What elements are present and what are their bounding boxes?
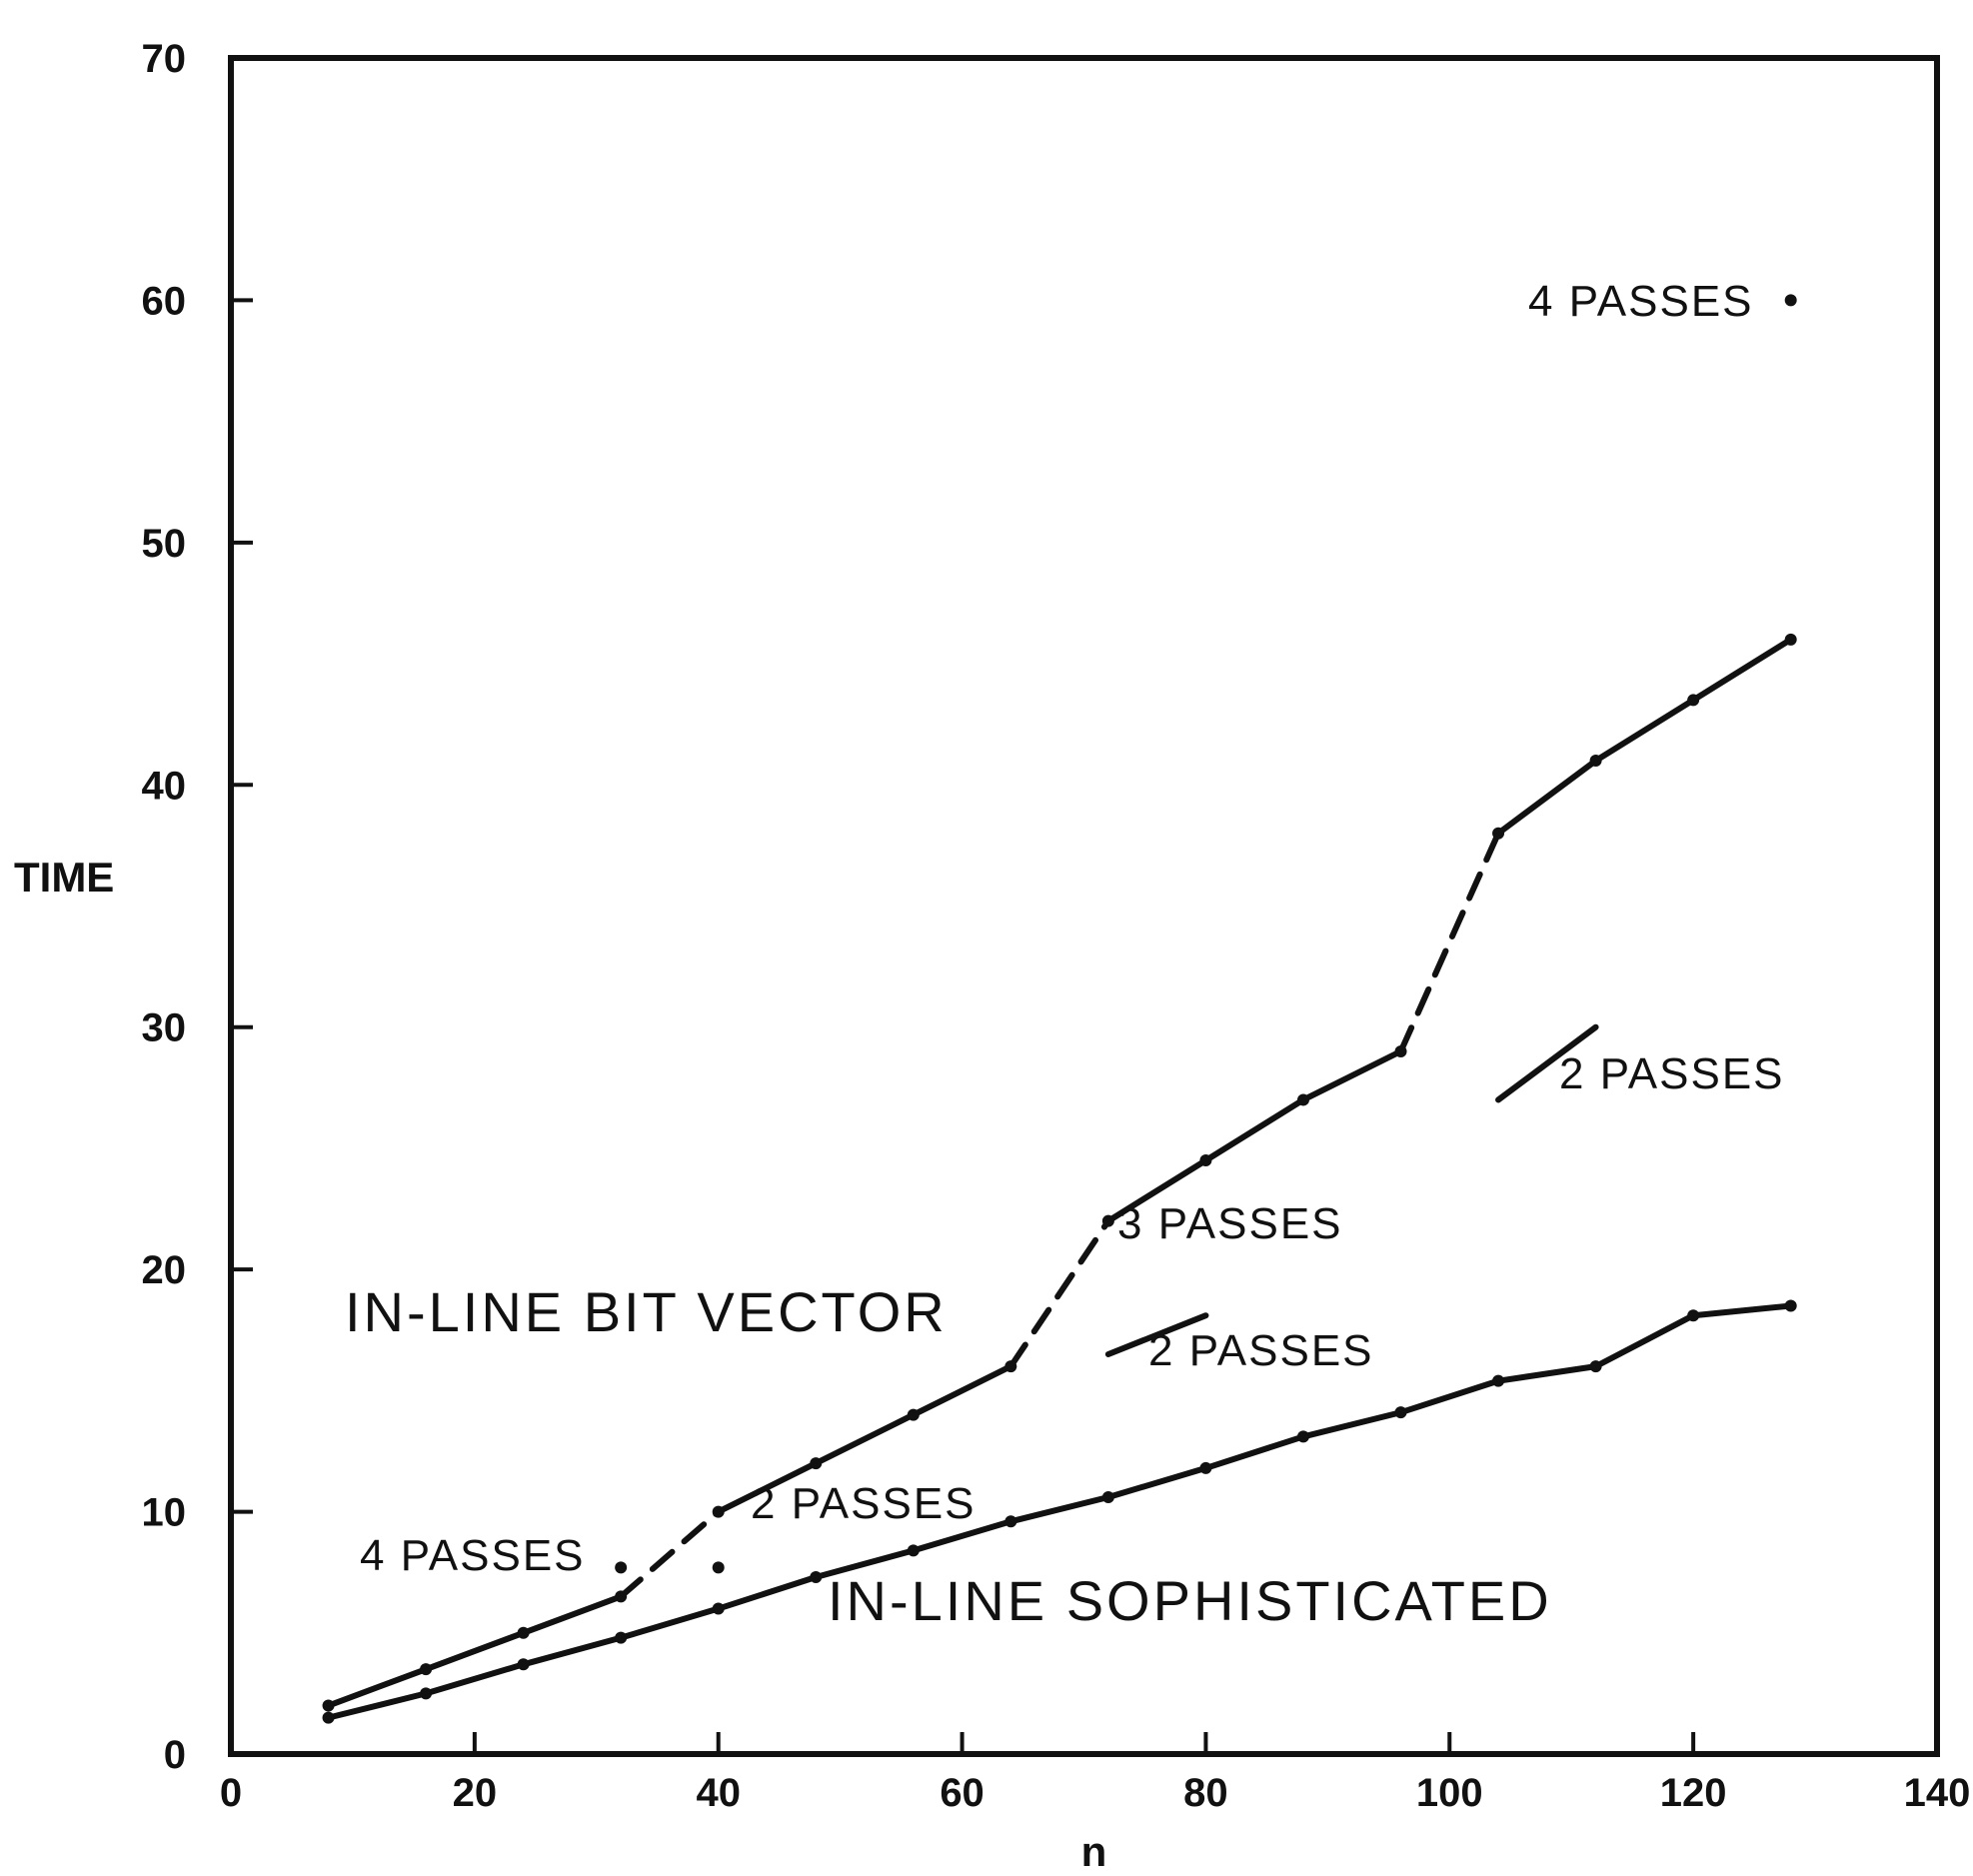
y-axis-title: TIME — [14, 854, 114, 901]
bit-vector-data-point — [1784, 633, 1797, 646]
x-tick-label: 80 — [1183, 1771, 1228, 1815]
bit-vector-dashed-segment — [618, 1508, 722, 1600]
sophisticated-data-point — [420, 1687, 433, 1700]
x-tick-label: 100 — [1416, 1771, 1483, 1815]
y-tick-label: 20 — [142, 1248, 187, 1292]
sophisticated-data-point — [1296, 1430, 1309, 1443]
bit-vector-data-point — [1199, 1154, 1212, 1167]
points-layer — [322, 294, 1797, 1724]
x-tick-label: 20 — [453, 1771, 498, 1815]
tick-marks — [229, 56, 1939, 1756]
sophisticated-data-point — [1394, 1406, 1407, 1419]
y-tick-label: 70 — [142, 37, 187, 81]
bit-vector-data-point — [810, 1457, 823, 1470]
x-tick-label: 60 — [940, 1771, 985, 1815]
bit-vector-data-point — [517, 1626, 530, 1639]
bit-vector-solid-segment — [325, 1593, 625, 1709]
x-axis-title: n — [1081, 1828, 1107, 1871]
bit-vector-solid-segment — [715, 1363, 1014, 1515]
annotation-3-passes: 3 PASSES — [1117, 1199, 1343, 1248]
sophisticated-data-point — [1101, 1491, 1114, 1504]
annotation-2-passes-mid: 2 PASSES — [1148, 1326, 1374, 1375]
x-tick-label: 140 — [1904, 1771, 1971, 1815]
x-tick-labels: 0 20 40 60 80 100 120 140 — [220, 1771, 1971, 1815]
bit-vector-dashed-segment — [1397, 830, 1502, 1054]
annotation-4-passes-high: 4 PASSES — [1528, 277, 1754, 326]
sophisticated-data-point — [1589, 1360, 1602, 1373]
bit-vector-data-point — [615, 1590, 628, 1603]
sophisticated-data-point — [322, 1711, 335, 1724]
x-tick-label: 40 — [696, 1771, 741, 1815]
pass-count-point — [712, 1561, 725, 1574]
x-tick-label: 120 — [1660, 1771, 1727, 1815]
pass-count-point — [615, 1561, 628, 1574]
y-tick-label: 0 — [164, 1733, 186, 1777]
bit-vector-data-point — [322, 1699, 335, 1712]
bit-vector-data-point — [420, 1663, 433, 1676]
series-layer — [325, 636, 1794, 1721]
pass-count-point — [1784, 294, 1797, 307]
bit-vector-solid-segment — [1104, 1047, 1404, 1224]
bit-vector-data-point — [1492, 827, 1505, 840]
bit-vector-data-point — [1687, 694, 1700, 707]
bit-vector-data-point — [1101, 1214, 1114, 1227]
bit-vector-data-point — [1296, 1093, 1309, 1106]
y-tick-label: 60 — [142, 279, 187, 323]
x-tick-label: 0 — [220, 1771, 242, 1815]
bit-vector-data-point — [1394, 1044, 1407, 1057]
y-tick-label: 50 — [142, 522, 187, 566]
sophisticated-data-point — [615, 1631, 628, 1644]
sophisticated-data-point — [1004, 1515, 1017, 1528]
bit-vector-data-point — [712, 1505, 725, 1518]
y-tick-labels: 0 10 20 30 40 50 60 70 — [142, 37, 187, 1777]
bit-vector-dashed-segment — [1007, 1217, 1111, 1370]
sophisticated-solid-segment — [325, 1302, 1794, 1721]
sophisticated-data-point — [810, 1571, 823, 1584]
sophisticated-data-point — [1492, 1374, 1505, 1387]
bit-vector-solid-segment — [1495, 636, 1794, 837]
two-passes-segment — [1495, 1023, 1599, 1103]
two-passes-segment — [1104, 1312, 1209, 1357]
bit-vector-data-point — [907, 1408, 920, 1421]
sophisticated-data-point — [1199, 1461, 1212, 1474]
sophisticated-data-point — [712, 1602, 725, 1615]
y-tick-label: 30 — [142, 1006, 187, 1050]
y-tick-label: 10 — [142, 1491, 187, 1535]
sophisticated-data-point — [517, 1658, 530, 1671]
annotation-2-passes-high: 2 PASSES — [1559, 1049, 1785, 1098]
series-label-sophisticated: IN-LINE SOPHISTICATED — [828, 1569, 1552, 1632]
bit-vector-data-point — [1589, 755, 1602, 768]
bit-vector-data-point — [1004, 1360, 1017, 1373]
annotation-2-passes-low: 2 PASSES — [751, 1479, 977, 1528]
y-tick-label: 40 — [142, 764, 187, 808]
sophisticated-data-point — [1687, 1309, 1700, 1322]
series-label-bit-vector: IN-LINE BIT VECTOR — [345, 1280, 948, 1343]
sophisticated-data-point — [907, 1544, 920, 1557]
sophisticated-data-point — [1784, 1299, 1797, 1312]
plot-frame — [228, 55, 1940, 1757]
annotation-4-passes-low: 4 PASSES — [360, 1531, 586, 1580]
